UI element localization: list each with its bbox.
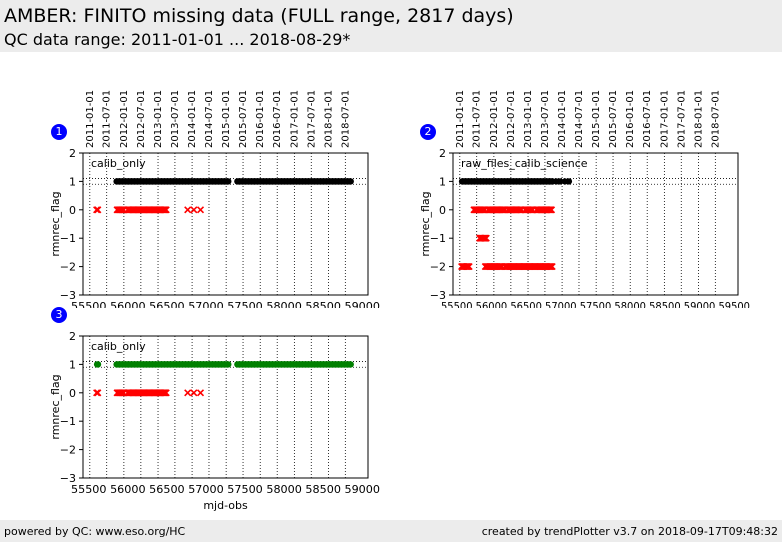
y-tick-label: 0: [439, 204, 446, 217]
y-axis-label: rmnrec_flag: [49, 374, 62, 439]
y-axis-label: rmnrec_flag: [49, 191, 62, 256]
missing-data-marker: [184, 389, 192, 397]
date-tick-label: 2017-01-01: [659, 90, 670, 148]
x-tick-labels: 55500 56000 56500 57000 57500 58000 5850…: [441, 300, 750, 308]
x-axis-label: mjd-obs: [203, 499, 248, 512]
date-tick-label: 2014-07-01: [574, 90, 585, 148]
footer-generator: created by trendPlotter v3.7 on 2018-09-…: [481, 525, 778, 538]
date-tick-label: 2014-01-01: [557, 90, 568, 148]
missing-data-marker: [196, 389, 205, 397]
date-tick-label: 2018-01-01: [693, 90, 704, 148]
y-tick-label: 0: [69, 387, 76, 400]
date-tick-label: 2017-01-01: [289, 90, 300, 148]
x-tick-labels: 55500 56000 56500 57000 57500 58000 5850…: [71, 300, 380, 308]
date-tick-label: 2016-01-01: [255, 90, 266, 148]
y-tick-label: 1: [69, 175, 76, 188]
date-tick-label: 2011-01-01: [455, 90, 466, 148]
date-tick-label: 2014-01-01: [187, 90, 198, 148]
plot-frame: [82, 152, 369, 296]
missing-data-marker: [190, 389, 198, 397]
data-point: [94, 361, 102, 368]
y-tick-label: −3: [60, 289, 76, 302]
y-tick-label: −1: [60, 232, 76, 245]
y-axis-label: rmnrec_flag: [419, 191, 432, 256]
missing-data-marker: [190, 206, 198, 214]
date-tick-label: 2015-07-01: [238, 90, 249, 148]
data-point: [347, 178, 354, 185]
y-tick-label: −1: [60, 415, 76, 428]
y-tick-label: 2: [69, 330, 76, 343]
date-tick-label: 2013-07-01: [170, 90, 181, 148]
date-tick-label: 2015-01-01: [221, 90, 232, 148]
header: AMBER: FINITO missing data (FULL range, …: [0, 0, 782, 52]
date-tick-label: 2018-07-01: [340, 90, 351, 148]
date-tick-label: 2016-07-01: [642, 90, 653, 148]
date-tick-label: 2012-07-01: [136, 90, 147, 148]
data-point: [556, 178, 564, 185]
y-tick-label: −2: [60, 261, 76, 274]
missing-data-marker: [93, 389, 101, 397]
data-point: [565, 178, 573, 185]
y-tick-label: 2: [439, 147, 446, 160]
missing-data-marker: [162, 206, 170, 214]
date-tick-label: 2016-01-01: [625, 90, 636, 148]
panel-badge-3: 3: [51, 307, 67, 323]
missing-data-marker: [162, 389, 170, 397]
y-tick-label: −2: [60, 444, 76, 457]
date-tick-label: 2012-01-01: [489, 90, 500, 148]
footer: powered by QC: www.eso.org/HC created by…: [0, 520, 782, 542]
plot-label: calib_only: [91, 157, 146, 170]
missing-data-marker: [94, 206, 102, 214]
missing-data-marker: [465, 263, 473, 271]
missing-data-marker: [196, 206, 205, 214]
y-tick-label: −2: [430, 261, 446, 274]
y-tick-label: 1: [69, 358, 76, 371]
y-tick-label: 2: [69, 147, 76, 160]
date-tick-label: 2012-01-01: [119, 90, 130, 148]
data-point: [225, 178, 232, 185]
date-tick-label: 2013-01-01: [523, 90, 534, 148]
panel-badge-2: 2: [420, 124, 436, 140]
date-tick-label: 2012-07-01: [506, 90, 517, 148]
y-tick-label: −3: [430, 289, 446, 302]
date-tick-label: 2018-07-01: [710, 90, 721, 148]
date-tick-label: 2013-07-01: [540, 90, 551, 148]
missing-data-marker: [94, 389, 102, 397]
date-tick-label: 2013-01-01: [153, 90, 164, 148]
date-tick-label: 2018-01-01: [323, 90, 334, 148]
plot-label: raw_files_calib_science: [461, 157, 588, 170]
y-tick-label: 0: [69, 204, 76, 217]
date-tick-label: 2015-01-01: [591, 90, 602, 148]
y-tick-label: −3: [60, 472, 76, 485]
y-tick-label: −1: [430, 232, 446, 245]
date-tick-label: 2015-07-01: [608, 90, 619, 148]
plot-frame: [82, 335, 369, 479]
date-tick-label: 2016-07-01: [272, 90, 283, 148]
missing-data-marker: [547, 206, 556, 214]
x-tick-labels: 55500 56000 56500 57000 57500 58000 5850…: [71, 483, 380, 496]
missing-data-marker: [184, 206, 192, 214]
date-tick-label: 2011-01-01: [85, 90, 96, 148]
page-title: AMBER: FINITO missing data (FULL range, …: [4, 5, 514, 27]
plot-frame: [452, 152, 739, 296]
page-subtitle: QC data range: 2011-01-01 ... 2018-08-29…: [4, 30, 351, 49]
missing-data-marker: [93, 206, 101, 214]
date-tick-label: 2011-07-01: [102, 90, 113, 148]
data-point: [225, 361, 232, 368]
data-point: [347, 361, 354, 368]
chart-panel-2: 2011-01-01 2011-07-01 2012-01-01 2012-07-01…: [419, 90, 750, 308]
date-tick-label: 2017-07-01: [676, 90, 687, 148]
missing-data-marker: [482, 234, 490, 242]
footer-credit: powered by QC: www.eso.org/HC: [4, 525, 186, 538]
y-tick-label: 1: [439, 175, 446, 188]
panel-badge-1: 1: [51, 124, 67, 140]
plot-label: calib_only: [91, 340, 146, 353]
chart-panel-1: 2011-01-01 2011-07-01 2012-01-01 2012-07-01…: [49, 90, 380, 308]
date-tick-label: 2011-07-01: [472, 90, 483, 148]
missing-data-marker: [548, 263, 556, 271]
date-tick-label: 2017-07-01: [306, 90, 317, 148]
date-tick-label: 2014-07-01: [204, 90, 215, 148]
